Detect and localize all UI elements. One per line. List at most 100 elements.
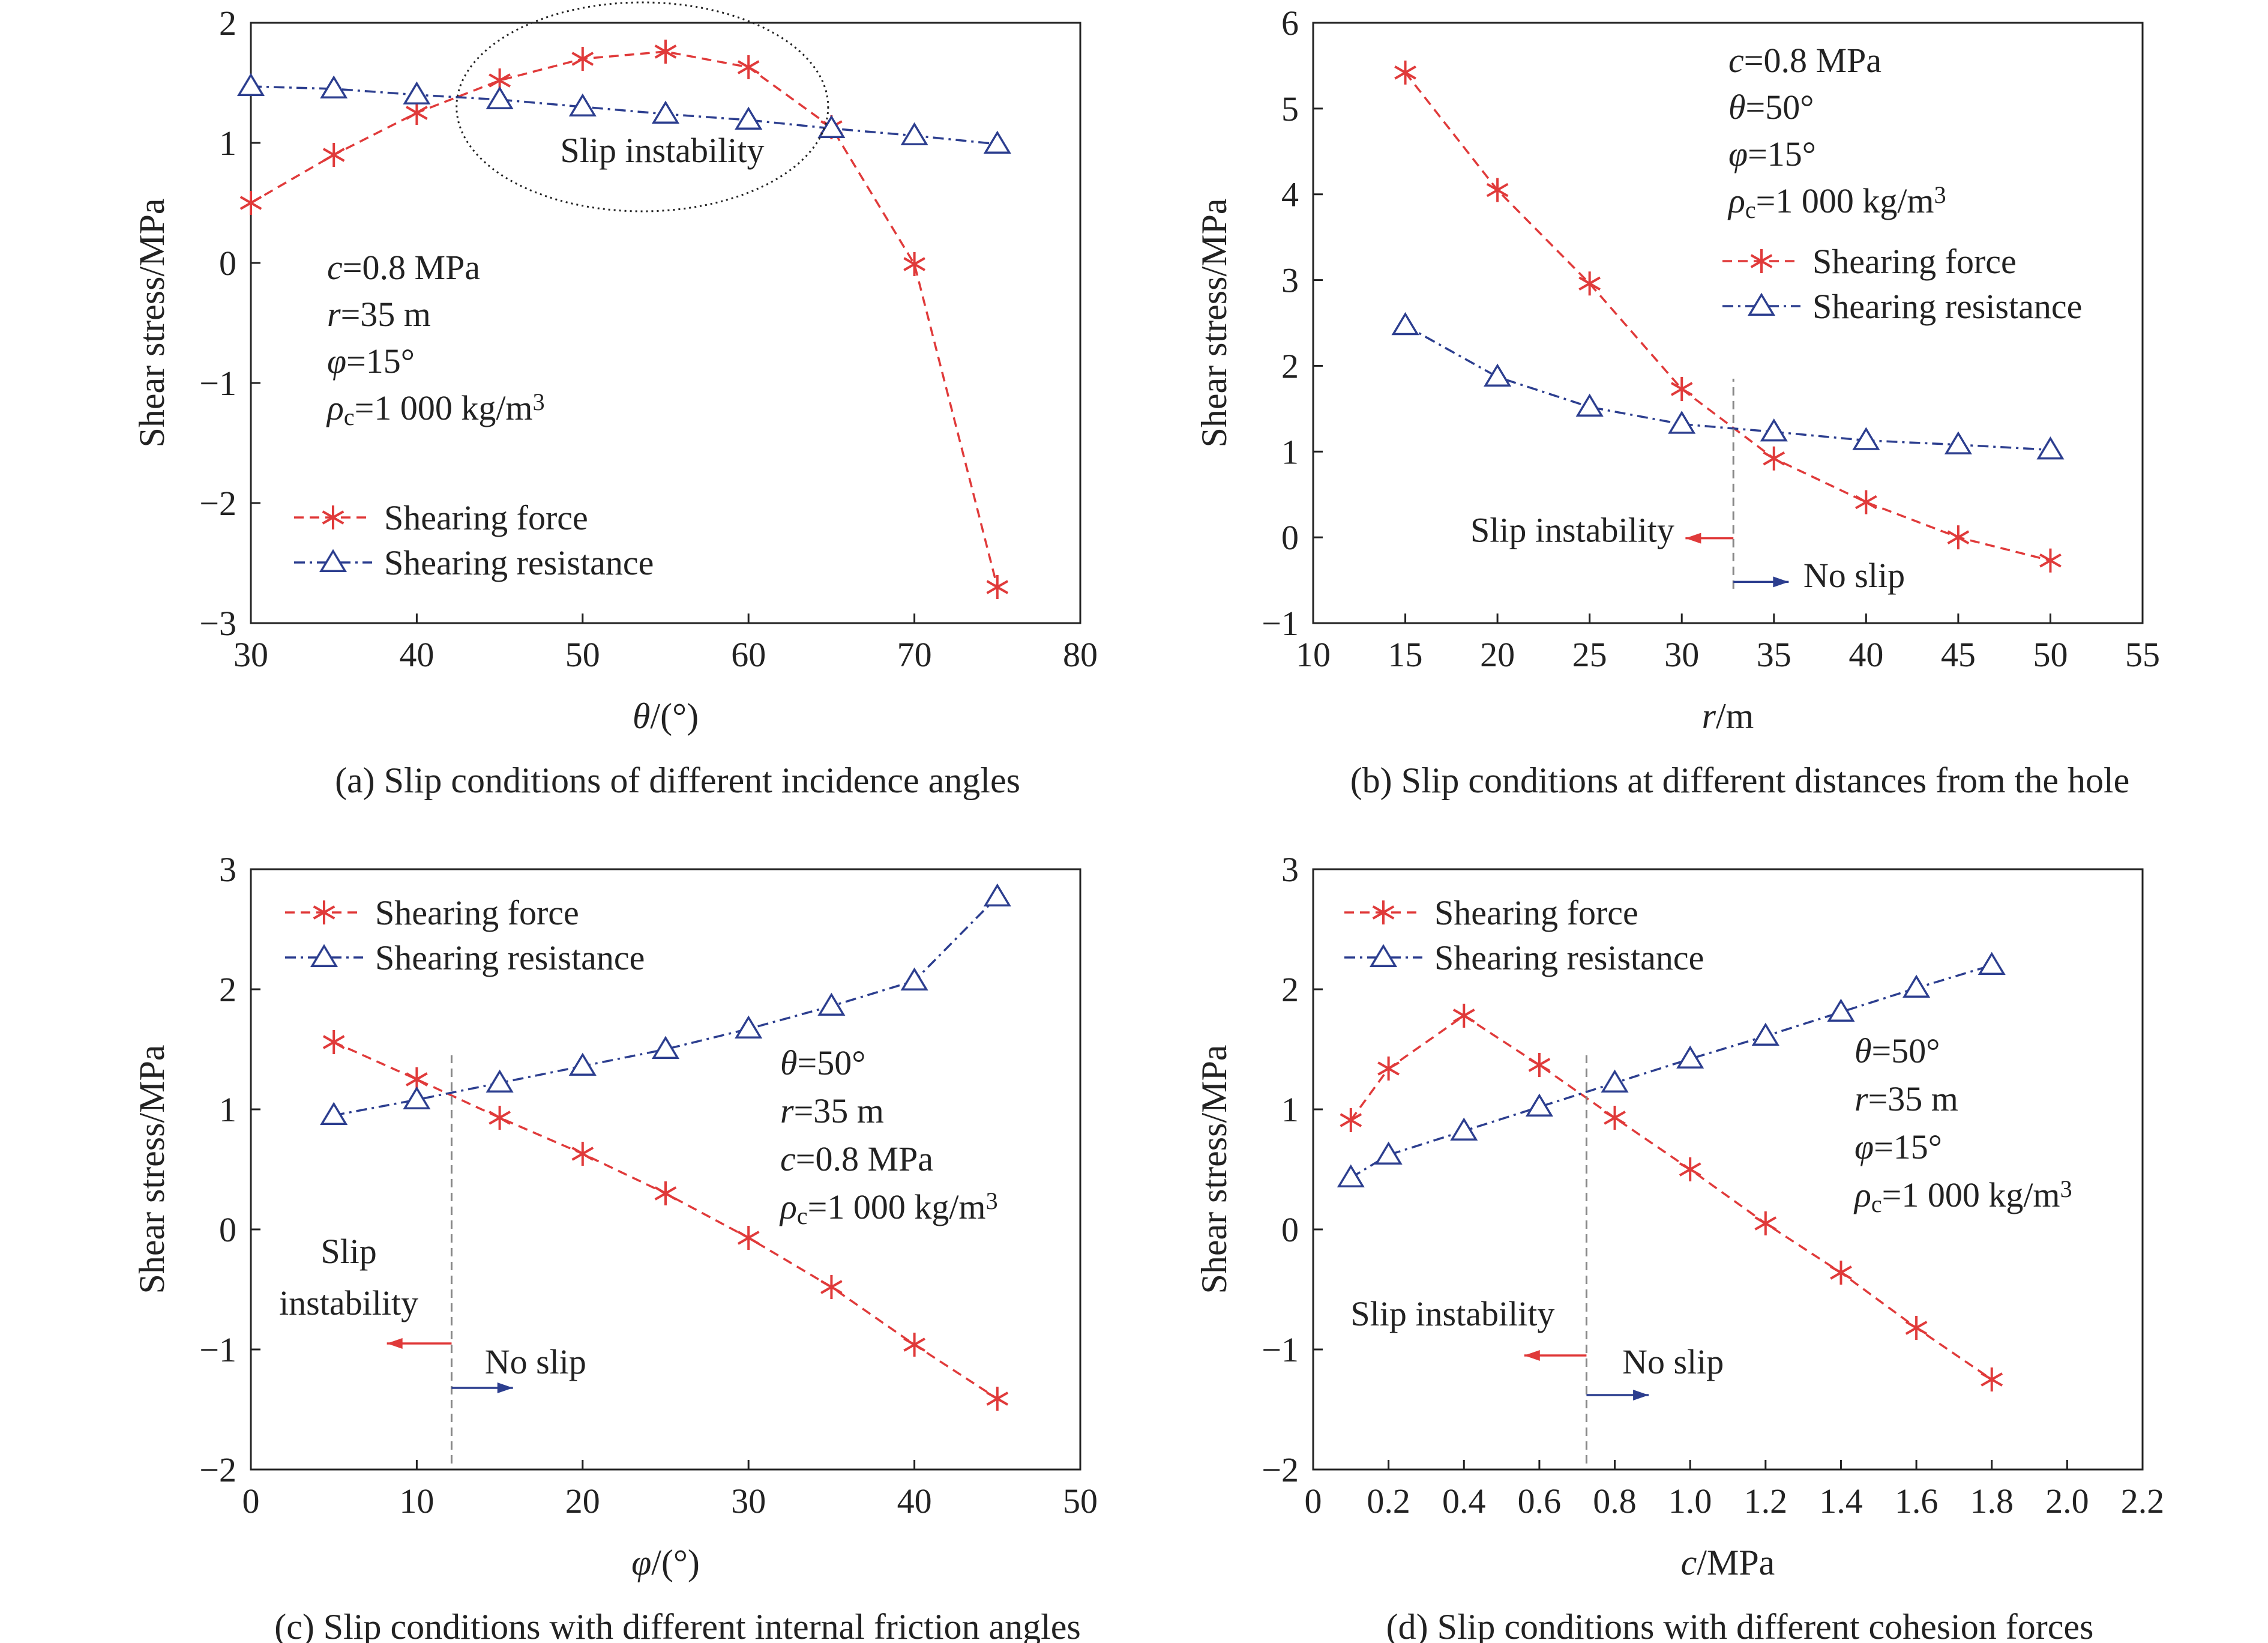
panel-d: 0 0.2 0.4 0.6 0.8 1.0 1.2 1.4 1.6 1.8 2.0 2.2 −2 −1 0 1… [1194,850,2164,1643]
marker-stroke [406,1072,428,1087]
y-tick-label: 2 [219,4,236,43]
data-point [1903,974,1931,998]
y-tick-label: 3 [219,850,236,889]
data-point [1340,1108,1362,1132]
slip-arrow [387,1338,452,1349]
y-tick-label: 6 [1281,4,1299,43]
data-point [1391,312,1419,336]
y-tick-label: 1 [1281,432,1299,471]
x-tick-label: 30 [233,635,268,674]
marker-stroke [239,196,262,210]
plot-frame [250,868,1081,1471]
data-point [322,143,345,167]
x-tick-label: 10 [399,1482,434,1521]
data-point [900,122,928,145]
data-point [1604,1106,1626,1130]
data-point [489,1106,511,1130]
marker-stroke [1452,1008,1475,1023]
slip-arrow [1685,532,1734,544]
marker-stroke [903,1337,925,1352]
series-line [1404,71,2051,562]
annotation-text: Slip instability [1350,1294,1554,1333]
panel-a: 30 40 50 60 70 80 −3 −2 −1 0 1 2 θ/(°) Shear stress/M… [132,1,1098,800]
x-tick-label: 0.8 [1593,1482,1637,1521]
marker-stroke [1486,182,1509,197]
annotation-text: No slip [485,1342,586,1381]
marker-stroke [1754,1216,1777,1231]
marker-stroke [903,257,925,271]
data-point [1827,998,1855,1022]
data-point [820,1275,843,1299]
slip-region-ellipse [456,1,829,213]
marker-stroke [1340,1113,1362,1127]
x-tick-label: 0 [1305,1482,1322,1521]
x-tick-label: 50 [1063,1482,1098,1521]
data-point [817,992,846,1016]
data-point [1676,1045,1704,1069]
y-tick-label: 3 [1281,850,1299,889]
data-point [654,1181,677,1205]
series-line [250,50,999,588]
no-slip-arrow [1586,1390,1649,1400]
marker-stroke [986,1391,1009,1406]
data-point [1374,1141,1403,1165]
marker-stroke [1604,1111,1626,1125]
x-axis-title: θ/(°) [633,696,699,736]
data-point [735,1015,763,1039]
parameter-line: r=35 m [327,295,431,334]
panel-caption: (a) Slip conditions of different inciden… [335,761,1020,800]
legend-marker [310,944,338,967]
marker-stroke [1905,1321,1928,1335]
data-point [2039,548,2062,573]
legend-label: Shearing force [384,498,588,537]
parameter-line: θ=50° [1854,1031,1940,1070]
data-point [1905,1316,1928,1340]
y-tick-label: −1 [199,364,236,403]
parameter-line: θ=50° [780,1043,865,1082]
y-axis-title: Shear stress/MPa [132,199,172,448]
x-tick-label: 20 [565,1482,600,1521]
annotation-text: Slip [320,1232,377,1271]
data-point [486,86,514,109]
y-axis-title: Shear stress/MPa [132,1045,172,1294]
marker-stroke [2039,553,2062,568]
x-tick-label: 1.4 [1819,1482,1863,1521]
marker-stroke [654,1186,677,1201]
marker-stroke [489,1111,511,1125]
arrow-head [1524,1350,1540,1361]
legend-label: Shearing force [1434,893,1638,932]
y-tick-label: 1 [219,124,236,163]
data-point [1486,178,1509,202]
data-point [986,575,1009,599]
parameter-line: φ=15° [1728,134,1816,173]
x-tick-label: 45 [1941,635,1976,674]
x-tick-label: 30 [1664,635,1699,674]
arrow-head [387,1338,403,1349]
data-point [1525,1093,1553,1117]
arrow-head [1773,576,1789,588]
marker-stroke [1981,1372,2003,1387]
data-point [1670,377,1693,401]
data-point [236,73,265,96]
y-tick-label: 0 [219,1210,236,1249]
y-tick-label: 2 [219,970,236,1009]
series-shearing-resistance [236,73,1011,154]
y-tick-label: 1 [219,1090,236,1129]
x-tick-label: 2.0 [2045,1482,2089,1521]
arrow-head [497,1382,513,1393]
legend-label: Shearing resistance [1812,287,2082,326]
data-point [1947,525,1970,550]
marker-stroke [1578,276,1601,291]
plot-frame [250,22,1081,624]
x-tick-label: 80 [1063,635,1098,674]
x-tick-label: 0.4 [1442,1482,1486,1521]
marker-stroke [1855,495,1877,510]
x-tick-label: 1.2 [1744,1482,1788,1521]
parameter-line: φ=15° [1854,1127,1942,1166]
marker-stroke [1947,530,1970,544]
x-tick-label: 30 [731,1482,766,1521]
data-point [571,47,594,71]
annotation-text: instability [279,1283,418,1322]
